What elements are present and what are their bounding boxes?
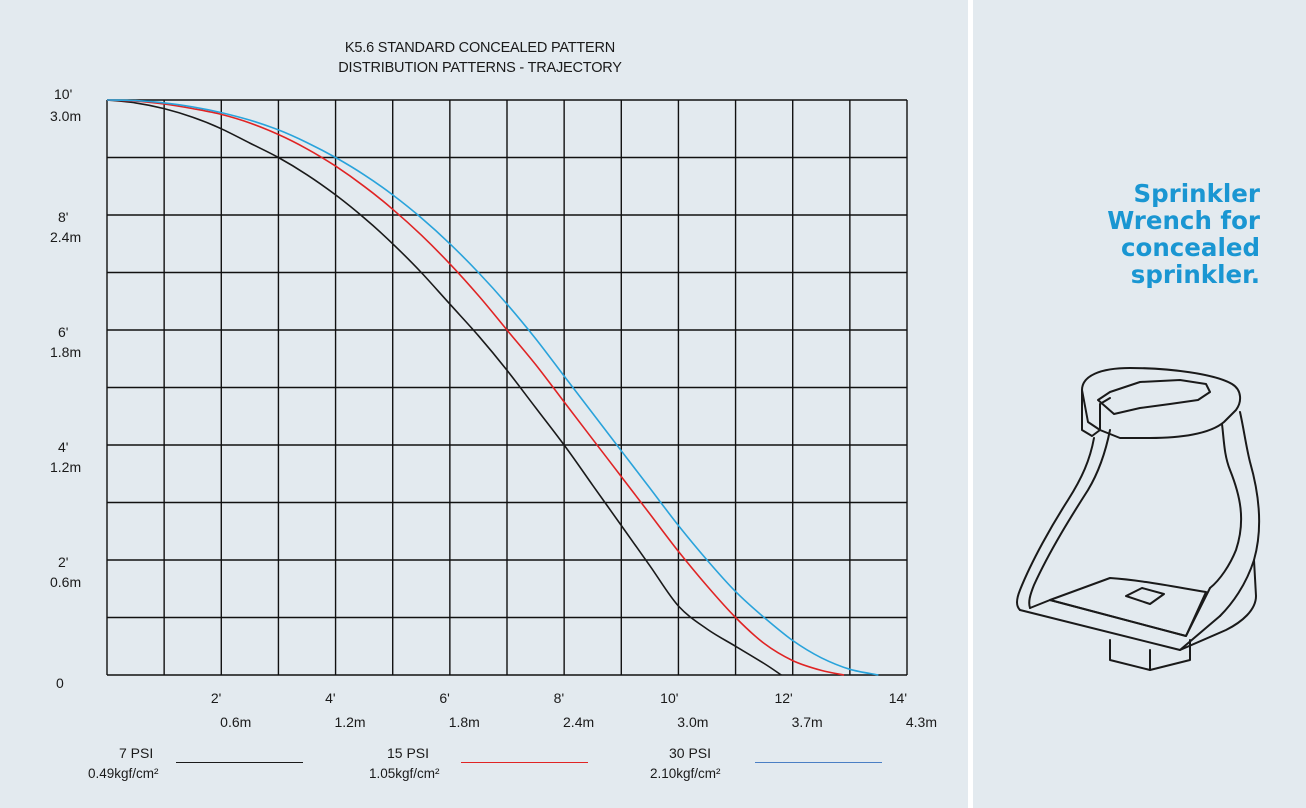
trajectory-chart	[106, 99, 908, 676]
wrench-heading-line4: sprinkler.	[1130, 260, 1260, 289]
legend-series-name: 15 PSI	[387, 745, 430, 761]
series-line-30-psi	[106, 99, 879, 676]
y-tick-label-ft: 6'	[58, 324, 69, 340]
x-tick-label-m: 2.4m	[563, 714, 595, 730]
x-tick-label-ft: 8'	[553, 690, 565, 706]
wrench-inner-right	[1209, 423, 1243, 589]
y-tick-label-m: 0.6m	[50, 574, 82, 590]
y-tick-label-ft: 2'	[58, 554, 69, 570]
x-tick-label-ft: 12'	[774, 690, 793, 706]
wrench-top-rim	[1081, 367, 1242, 439]
y-tick-label-ft: 8'	[58, 209, 69, 225]
x-tick-label-ft: 4'	[325, 690, 336, 706]
chart-series	[106, 99, 879, 676]
x-tick-label-m: 1.8m	[448, 714, 480, 730]
wrench-heading-line2: Wrench for	[1107, 206, 1260, 235]
y-tick-label-ft: 10'	[54, 86, 73, 102]
panel-divider	[968, 0, 973, 808]
x-tick-label-m: 1.2m	[334, 714, 366, 730]
chart-panel: K5.6 STANDARD CONCEALED PATTERN DISTRIBU…	[50, 40, 937, 781]
legend-swatch-blue	[755, 762, 882, 763]
wrench-heading-line3: concealed	[1120, 233, 1260, 262]
wrench-right-face	[1179, 559, 1257, 651]
wrench-outer-left	[1016, 437, 1095, 611]
x-tick-label-m: 4.3m	[905, 714, 937, 730]
series-line-15-psi	[106, 99, 845, 676]
legend-series-name: 7 PSI	[119, 745, 154, 761]
x-tick-label-ft: 6'	[439, 690, 450, 706]
x-tick-label-m: 3.7m	[791, 714, 823, 730]
wrench-inner-left	[1028, 429, 1111, 609]
legend-series-unit: 2.10kgf/cm²	[650, 766, 721, 781]
x-tick-label-m: 0.6m	[220, 714, 252, 730]
legend-series-name: 30 PSI	[669, 745, 712, 761]
wrench-outer-right	[1219, 411, 1261, 617]
y-tick-label-m: 1.2m	[50, 459, 82, 475]
side-panel	[973, 0, 1306, 808]
sprinkler-wrench-illustration	[1016, 367, 1261, 671]
wrench-base-slot	[1125, 587, 1165, 605]
chart-title-line1: K5.6 STANDARD CONCEALED PATTERN	[344, 40, 616, 56]
chart-grid	[106, 99, 908, 676]
y-tick-label-ft: 0	[56, 675, 64, 691]
legend-series-unit: 0.49kgf/cm²	[88, 766, 159, 781]
wrench-base-inner	[1029, 587, 1211, 637]
x-tick-label-ft: 10'	[660, 690, 679, 706]
y-tick-label-m: 2.4m	[50, 229, 82, 245]
wrench-top-slot	[1097, 379, 1211, 415]
legend-swatch-red	[461, 762, 588, 763]
series-line-7-psi	[106, 99, 782, 676]
chart-title-line2: DISTRIBUTION PATTERNS - TRAJECTORY	[338, 60, 622, 76]
wrench-heading-line1: Sprinkler	[1133, 179, 1261, 208]
legend-series-unit: 1.05kgf/cm²	[369, 766, 440, 781]
wrench-heading: Sprinkler Wrench for concealed sprinkler…	[1000, 180, 1260, 288]
wrench-floor	[1049, 577, 1207, 637]
y-tick-label-m: 3.0m	[50, 108, 82, 124]
x-tick-label-ft: 2'	[210, 690, 222, 706]
y-tick-label-ft: 4'	[58, 439, 69, 455]
x-tick-label-m: 3.0m	[677, 714, 709, 730]
y-tick-label-m: 1.8m	[50, 344, 82, 360]
x-tick-label-ft: 14'	[888, 690, 907, 706]
wrench-top-tab	[1081, 389, 1111, 437]
legend-swatch-black	[176, 762, 303, 763]
